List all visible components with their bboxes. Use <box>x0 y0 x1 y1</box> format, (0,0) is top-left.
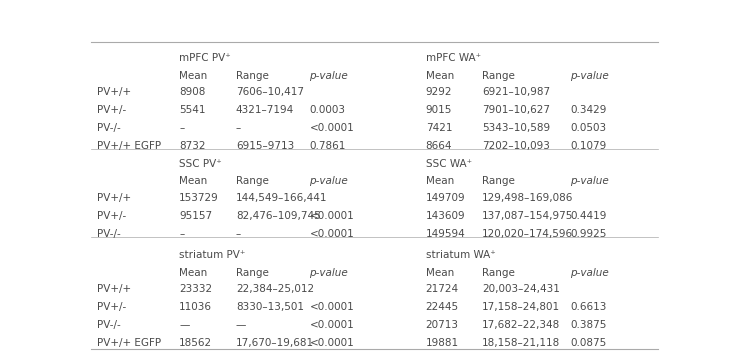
Text: Range: Range <box>482 176 515 186</box>
Text: p-value: p-value <box>570 71 609 81</box>
Text: 0.4419: 0.4419 <box>570 211 607 221</box>
Text: <0.0001: <0.0001 <box>309 229 355 239</box>
Text: 0.3875: 0.3875 <box>570 320 607 330</box>
Text: p-value: p-value <box>309 71 348 81</box>
Text: 5541: 5541 <box>179 105 205 115</box>
Text: PV+/+ EGFP: PV+/+ EGFP <box>97 338 161 348</box>
Text: 20,003–24,431: 20,003–24,431 <box>482 284 560 294</box>
Text: 9292: 9292 <box>425 87 452 97</box>
Text: Range: Range <box>236 176 269 186</box>
Text: 95157: 95157 <box>179 211 212 221</box>
Text: mPFC WA⁺: mPFC WA⁺ <box>425 53 481 63</box>
Text: 8732: 8732 <box>179 141 205 151</box>
Text: 19881: 19881 <box>425 338 459 348</box>
Text: PV+/+: PV+/+ <box>97 87 131 97</box>
Text: 144,549–166,441: 144,549–166,441 <box>236 193 327 203</box>
Text: –: – <box>179 123 184 133</box>
Text: SSC WA⁺: SSC WA⁺ <box>425 159 471 169</box>
Text: 120,020–174,596: 120,020–174,596 <box>482 229 573 239</box>
Text: 0.1079: 0.1079 <box>570 141 606 151</box>
Text: Range: Range <box>236 71 269 81</box>
Text: 153729: 153729 <box>179 193 219 203</box>
Text: PV-/-: PV-/- <box>97 123 121 133</box>
Text: 21724: 21724 <box>425 284 459 294</box>
Text: Mean: Mean <box>425 176 454 186</box>
Text: 17,158–24,801: 17,158–24,801 <box>482 302 561 312</box>
Text: 5343–10,589: 5343–10,589 <box>482 123 550 133</box>
Text: 9015: 9015 <box>425 105 452 115</box>
Text: <0.0001: <0.0001 <box>309 302 355 312</box>
Text: mPFC PV⁺: mPFC PV⁺ <box>179 53 231 63</box>
Text: –: – <box>179 229 184 239</box>
Text: 8908: 8908 <box>179 87 205 97</box>
Text: 7606–10,417: 7606–10,417 <box>236 87 304 97</box>
Text: 143609: 143609 <box>425 211 465 221</box>
Text: p-value: p-value <box>570 267 609 278</box>
Text: 129,498–169,086: 129,498–169,086 <box>482 193 574 203</box>
Text: PV+/-: PV+/- <box>97 211 126 221</box>
Text: 7421: 7421 <box>425 123 452 133</box>
Text: SSC PV⁺: SSC PV⁺ <box>179 159 222 169</box>
Text: 20713: 20713 <box>425 320 458 330</box>
Text: <0.0001: <0.0001 <box>309 211 355 221</box>
Text: –: – <box>236 229 241 239</box>
Text: 7901–10,627: 7901–10,627 <box>482 105 550 115</box>
Text: 18,158–21,118: 18,158–21,118 <box>482 338 561 348</box>
Text: Mean: Mean <box>179 71 208 81</box>
Text: p-value: p-value <box>570 176 609 186</box>
Text: p-value: p-value <box>309 267 348 278</box>
Text: PV+/+ EGFP: PV+/+ EGFP <box>97 141 161 151</box>
Text: 0.7861: 0.7861 <box>309 141 346 151</box>
Text: PV+/+: PV+/+ <box>97 284 131 294</box>
Text: 0.0503: 0.0503 <box>570 123 606 133</box>
Text: Range: Range <box>482 71 515 81</box>
Text: 17,682–22,348: 17,682–22,348 <box>482 320 561 330</box>
Text: 8330–13,501: 8330–13,501 <box>236 302 304 312</box>
Text: <0.0001: <0.0001 <box>309 338 355 348</box>
Text: —: — <box>236 320 246 330</box>
Text: —: — <box>179 320 189 330</box>
Text: 6921–10,987: 6921–10,987 <box>482 87 550 97</box>
Text: 0.9925: 0.9925 <box>570 229 607 239</box>
Text: Range: Range <box>236 267 269 278</box>
Text: Range: Range <box>482 267 515 278</box>
Text: 4321–7194: 4321–7194 <box>236 105 294 115</box>
Text: 22,384–25,012: 22,384–25,012 <box>236 284 314 294</box>
Text: 17,670–19,681: 17,670–19,681 <box>236 338 314 348</box>
Text: striatum PV⁺: striatum PV⁺ <box>179 251 246 260</box>
Text: 11036: 11036 <box>179 302 212 312</box>
Text: 6915–9713: 6915–9713 <box>236 141 294 151</box>
Text: Mean: Mean <box>179 176 208 186</box>
Text: 82,476–109,745: 82,476–109,745 <box>236 211 321 221</box>
Text: 137,087–154,975: 137,087–154,975 <box>482 211 574 221</box>
Text: 18562: 18562 <box>179 338 212 348</box>
Text: Mean: Mean <box>425 267 454 278</box>
Text: 23332: 23332 <box>179 284 212 294</box>
Text: PV-/-: PV-/- <box>97 320 121 330</box>
Text: Mean: Mean <box>425 71 454 81</box>
Text: PV+/-: PV+/- <box>97 105 126 115</box>
Text: striatum WA⁺: striatum WA⁺ <box>425 251 496 260</box>
Text: <0.0001: <0.0001 <box>309 320 355 330</box>
Text: 0.6613: 0.6613 <box>570 302 607 312</box>
Text: 0.0875: 0.0875 <box>570 338 606 348</box>
Text: 22445: 22445 <box>425 302 459 312</box>
Text: <0.0001: <0.0001 <box>309 123 355 133</box>
Text: 0.0003: 0.0003 <box>309 105 346 115</box>
Text: 7202–10,093: 7202–10,093 <box>482 141 550 151</box>
Text: 8664: 8664 <box>425 141 452 151</box>
Text: PV+/+: PV+/+ <box>97 193 131 203</box>
Text: p-value: p-value <box>309 176 348 186</box>
Text: 149709: 149709 <box>425 193 465 203</box>
Text: –: – <box>236 123 241 133</box>
Text: 149594: 149594 <box>425 229 466 239</box>
Text: Mean: Mean <box>179 267 208 278</box>
Text: 0.3429: 0.3429 <box>570 105 607 115</box>
Text: PV+/-: PV+/- <box>97 302 126 312</box>
Text: PV-/-: PV-/- <box>97 229 121 239</box>
